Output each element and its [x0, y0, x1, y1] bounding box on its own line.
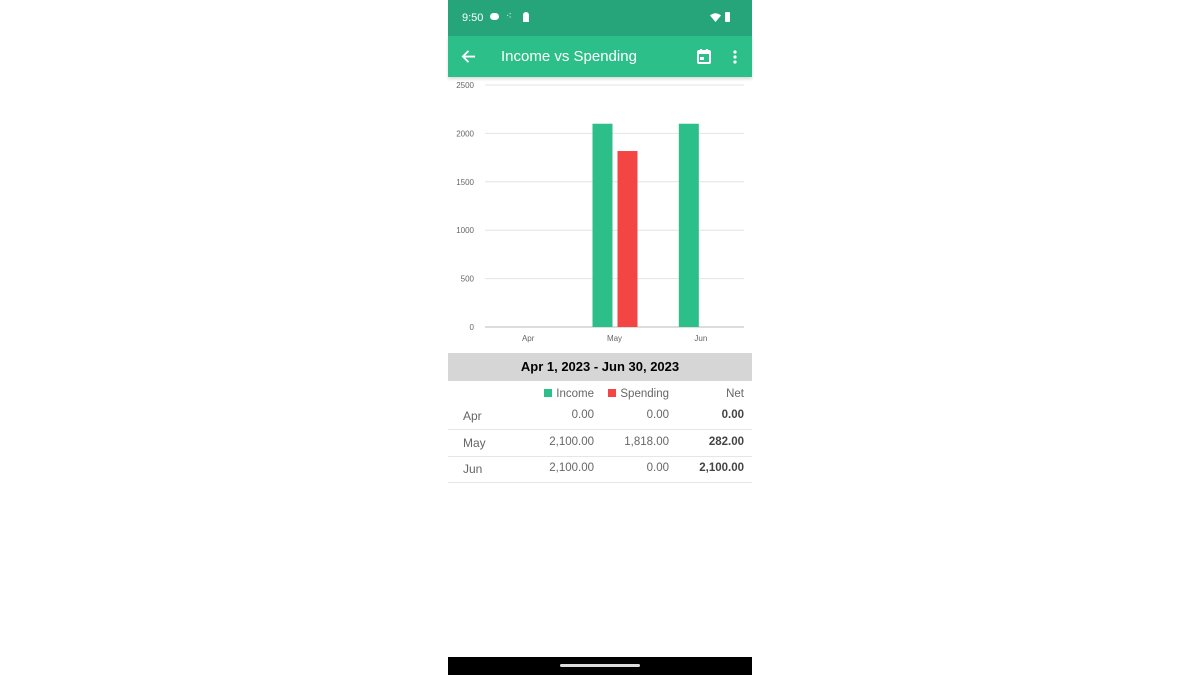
net-cell: 282.00 [708, 436, 744, 448]
bar-income-jun [678, 123, 699, 327]
spending-cell: 0.00 [646, 409, 669, 421]
status-time: 9:50 [462, 12, 484, 24]
spending-cell: 0.00 [646, 462, 669, 474]
calendar-icon[interactable] [697, 49, 711, 64]
y-tick-label: 500 [461, 275, 475, 284]
income-cell: 2,100.00 [549, 436, 594, 448]
wifi-icon [710, 13, 721, 22]
income-legend-swatch [544, 389, 553, 397]
x-tick-label: May [607, 334, 622, 343]
y-tick-label: 2000 [456, 129, 474, 138]
bar-income-may [592, 123, 613, 327]
x-tick-label: Jun [694, 334, 707, 343]
back-arrow-icon[interactable] [461, 49, 476, 64]
y-tick-label: 1000 [456, 226, 474, 235]
page-title: Income vs Spending [501, 48, 637, 65]
income-spending-chart: 0 500 1000 1500 2000 2500 Apr May Jun [456, 81, 744, 343]
net-header: Net [726, 388, 744, 400]
x-tick-label: Apr [522, 334, 535, 343]
table-row: May 2,100.00 1,818.00 282.00 [448, 430, 752, 457]
net-cell: 2,100.00 [699, 462, 744, 474]
spending-legend-swatch [608, 389, 617, 397]
net-cell: 0.00 [721, 409, 744, 421]
spending-cell: 1,818.00 [624, 436, 669, 448]
assistant-notification-icon: ⁖ [506, 11, 512, 22]
income-header: Income [544, 388, 594, 400]
more-options-icon[interactable] [733, 50, 737, 64]
phone-screen: 9:50 ⁖ Income vs Spending 0 500 1000 1500 20… [448, 0, 752, 675]
table-row: Apr 0.00 0.00 0.00 [448, 403, 752, 430]
y-tick-label: 1500 [456, 178, 474, 187]
table-header: Income Spending Net [448, 388, 752, 404]
keyhole-notification-icon [523, 12, 529, 22]
income-cell: 0.00 [571, 409, 594, 421]
bar-spending-may [617, 151, 638, 327]
home-gesture-handle[interactable] [560, 664, 640, 667]
spending-header: Spending [608, 388, 669, 400]
income-cell: 2,100.00 [549, 462, 594, 474]
month-cell: Apr [463, 409, 482, 423]
income-header-label: Income [556, 388, 594, 400]
battery-icon [725, 12, 730, 22]
y-tick-label: 0 [470, 323, 475, 332]
table-row: Jun 2,100.00 0.00 2,100.00 [448, 456, 752, 483]
app-bar: Income vs Spending [448, 36, 752, 77]
status-bar: 9:50 ⁖ [448, 0, 752, 36]
y-tick-label: 2500 [456, 81, 474, 90]
spending-header-label: Spending [620, 388, 669, 400]
month-cell: May [463, 436, 486, 450]
month-cell: Jun [463, 462, 483, 476]
navigation-bar [448, 657, 752, 675]
chat-notification-icon [490, 13, 499, 20]
date-range-header[interactable]: Apr 1, 2023 - Jun 30, 2023 [448, 353, 752, 381]
